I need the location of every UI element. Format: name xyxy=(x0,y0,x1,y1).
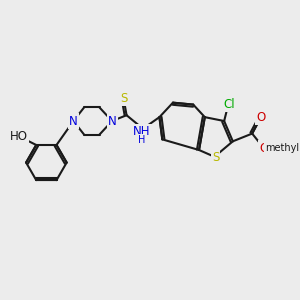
Text: H: H xyxy=(138,135,146,145)
Text: O: O xyxy=(259,142,268,154)
Text: S: S xyxy=(212,151,219,164)
Text: Cl: Cl xyxy=(223,98,235,111)
Text: HO: HO xyxy=(10,130,28,143)
Text: N: N xyxy=(108,115,116,128)
Text: S: S xyxy=(120,92,127,105)
Text: methyl: methyl xyxy=(265,143,299,153)
Text: O: O xyxy=(256,111,266,124)
Text: N: N xyxy=(69,115,78,128)
Text: NH: NH xyxy=(133,125,151,138)
